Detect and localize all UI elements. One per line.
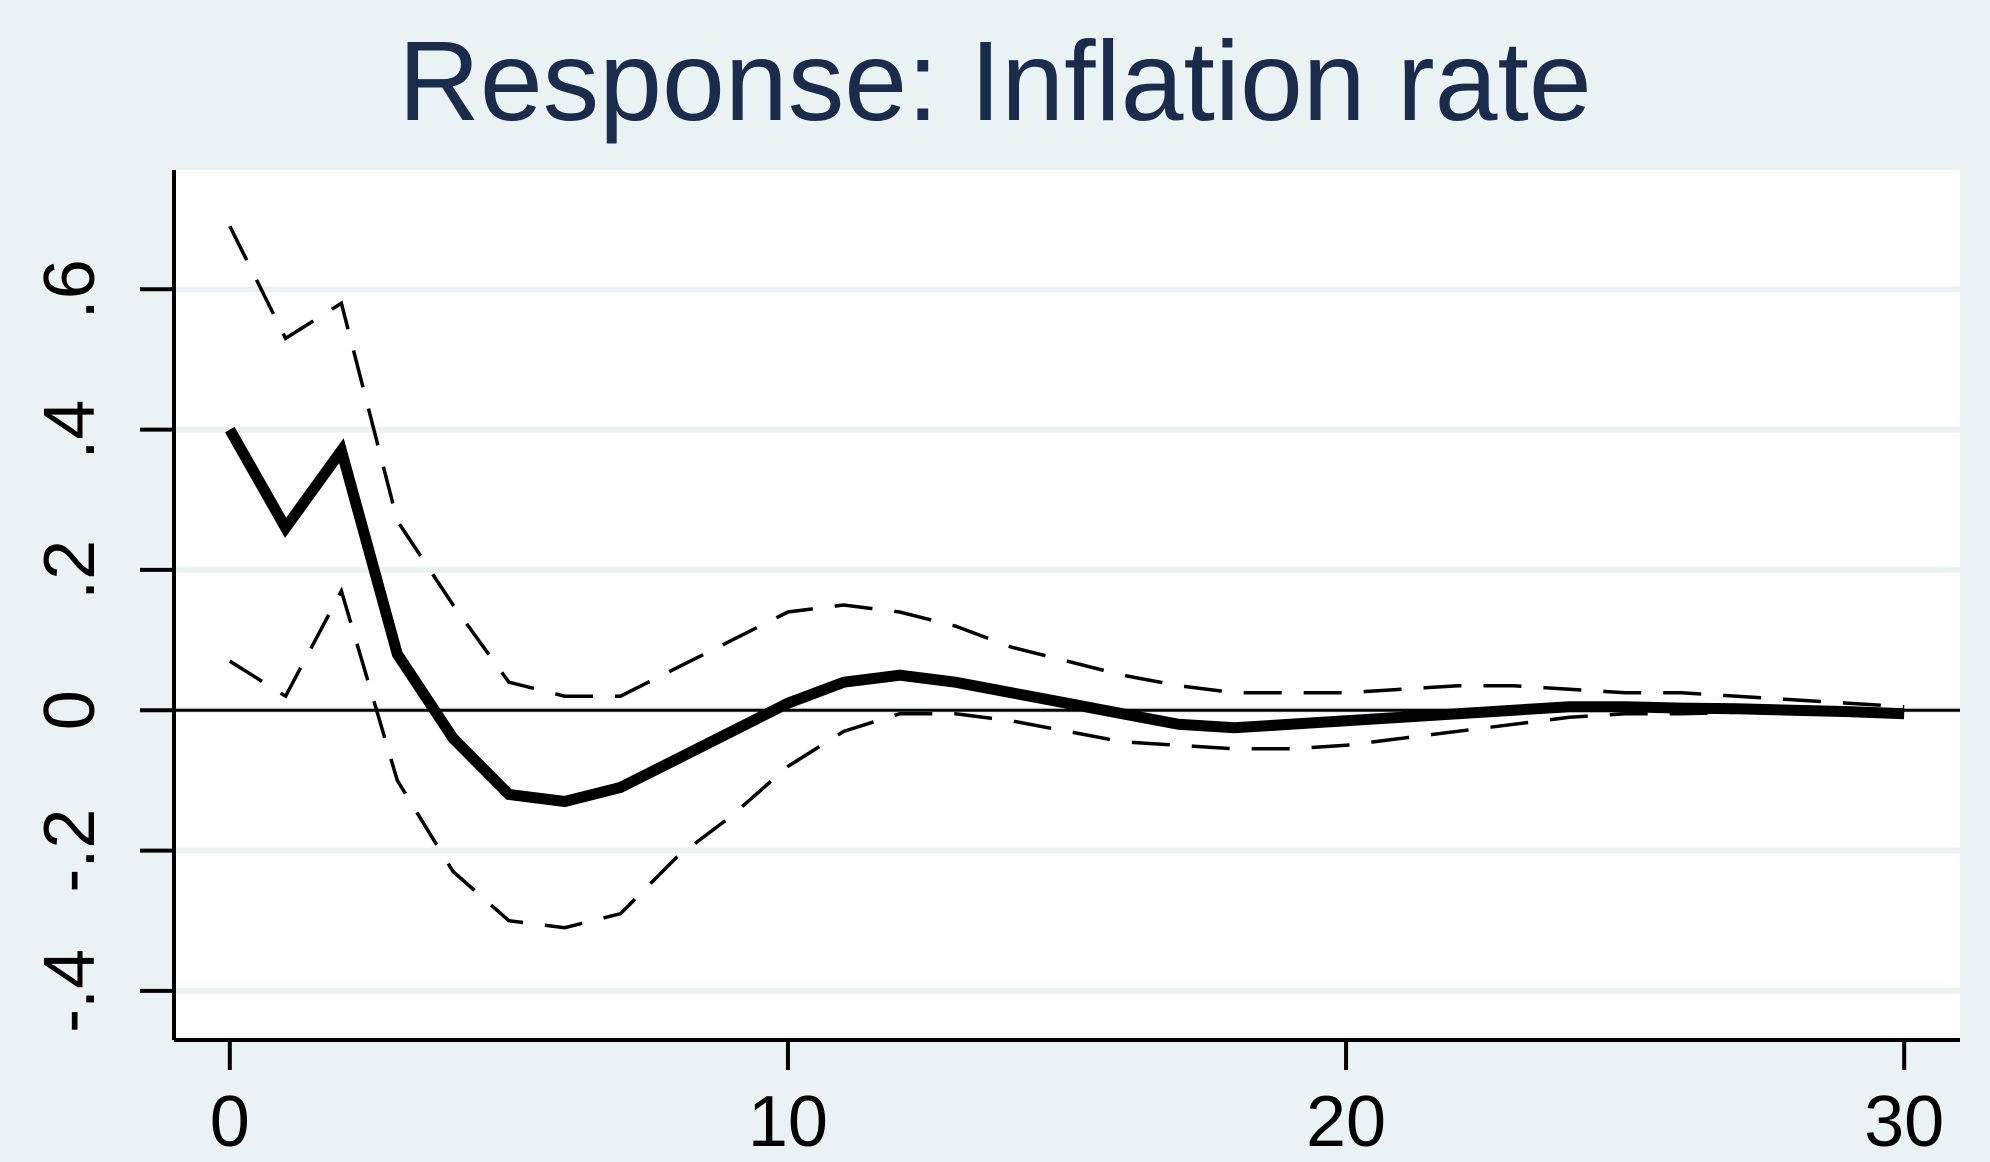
series-line-lower-bound: [228, 586, 1905, 930]
series-line-upper-bound: [228, 225, 1905, 709]
y-tick-label: -.4: [30, 949, 110, 1033]
chart-title: Response: Inflation rate: [398, 18, 1592, 144]
y-tick-label: .6: [30, 259, 110, 319]
tick-labels: -.4 -.2 0 .2 .4 .6 0 10 20 30: [30, 259, 1944, 1162]
y-tick-label: 0: [30, 690, 110, 730]
x-tick-label: 0: [210, 1082, 250, 1162]
x-tick-label: 10: [748, 1082, 828, 1162]
series-line-estimate: [225, 426, 1905, 808]
y-tick-label: .2: [30, 540, 110, 600]
y-tick-label: -.2: [30, 809, 110, 893]
axes: [172, 170, 1960, 1042]
plot-area: [174, 170, 1960, 1040]
x-tick-label: 30: [1864, 1082, 1944, 1162]
series-lines: [225, 225, 1905, 930]
y-tick-label: .4: [30, 400, 110, 460]
x-tick-label: 20: [1306, 1082, 1386, 1162]
